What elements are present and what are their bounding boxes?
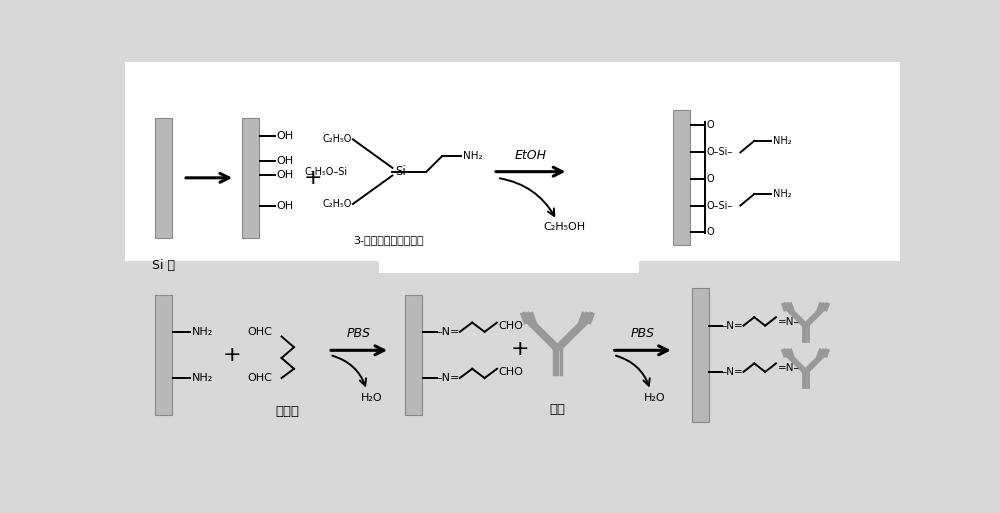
- Text: CHO: CHO: [499, 367, 523, 377]
- Text: OHC: OHC: [247, 327, 272, 337]
- Text: 抗体: 抗体: [549, 403, 565, 416]
- Bar: [155, 118, 172, 238]
- Text: C₂H₅O: C₂H₅O: [323, 134, 352, 144]
- Bar: [242, 118, 259, 238]
- Text: +: +: [511, 339, 530, 359]
- Text: EtOH: EtOH: [515, 149, 547, 162]
- FancyArrowPatch shape: [332, 356, 366, 386]
- FancyArrowPatch shape: [616, 356, 650, 386]
- Text: O–Si–: O–Si–: [706, 201, 732, 210]
- Text: –N=: –N=: [722, 367, 744, 377]
- Text: NH₂: NH₂: [192, 327, 213, 337]
- Text: O–Si–: O–Si–: [706, 147, 732, 157]
- Text: O: O: [706, 121, 714, 130]
- Text: OH: OH: [276, 201, 293, 210]
- Bar: [673, 110, 690, 245]
- Text: C₂H₅O: C₂H₅O: [323, 199, 352, 209]
- Text: CHO: CHO: [499, 321, 523, 331]
- Bar: [692, 288, 709, 422]
- Text: OHC: OHC: [247, 373, 272, 383]
- Text: –N=: –N=: [437, 327, 460, 337]
- Text: OH: OH: [276, 170, 293, 180]
- Text: =N–: =N–: [778, 317, 799, 327]
- Text: 戊二醒: 戊二醒: [276, 405, 300, 418]
- Text: 3-氨丙基三乙氧基硬烷: 3-氨丙基三乙氧基硬烷: [353, 235, 424, 245]
- Text: O: O: [706, 174, 714, 184]
- Text: NH₂: NH₂: [192, 373, 213, 383]
- Text: –N=: –N=: [722, 321, 744, 331]
- Text: O: O: [706, 227, 714, 236]
- Text: Si 片: Si 片: [152, 259, 175, 272]
- Text: OH: OH: [276, 131, 293, 141]
- Text: NH₂: NH₂: [463, 151, 483, 161]
- Text: OH: OH: [276, 156, 293, 166]
- FancyArrowPatch shape: [500, 179, 554, 216]
- Text: –N=: –N=: [437, 373, 460, 383]
- Text: H₂O: H₂O: [644, 393, 666, 403]
- Text: +: +: [303, 168, 322, 188]
- Text: Si: Si: [395, 165, 406, 178]
- Bar: [379, 231, 639, 273]
- Text: NH₂: NH₂: [773, 136, 792, 146]
- Bar: [125, 62, 900, 261]
- Text: C₂H₅OH: C₂H₅OH: [543, 223, 585, 232]
- Text: =N–: =N–: [778, 363, 799, 373]
- Text: C₂H₅O–Si: C₂H₅O–Si: [304, 167, 347, 176]
- Bar: [405, 295, 422, 415]
- Text: +: +: [223, 345, 241, 365]
- Text: H₂O: H₂O: [361, 393, 382, 403]
- Text: PBS: PBS: [631, 327, 655, 340]
- Text: PBS: PBS: [347, 327, 371, 340]
- Text: NH₂: NH₂: [773, 189, 792, 199]
- Bar: [155, 295, 172, 415]
